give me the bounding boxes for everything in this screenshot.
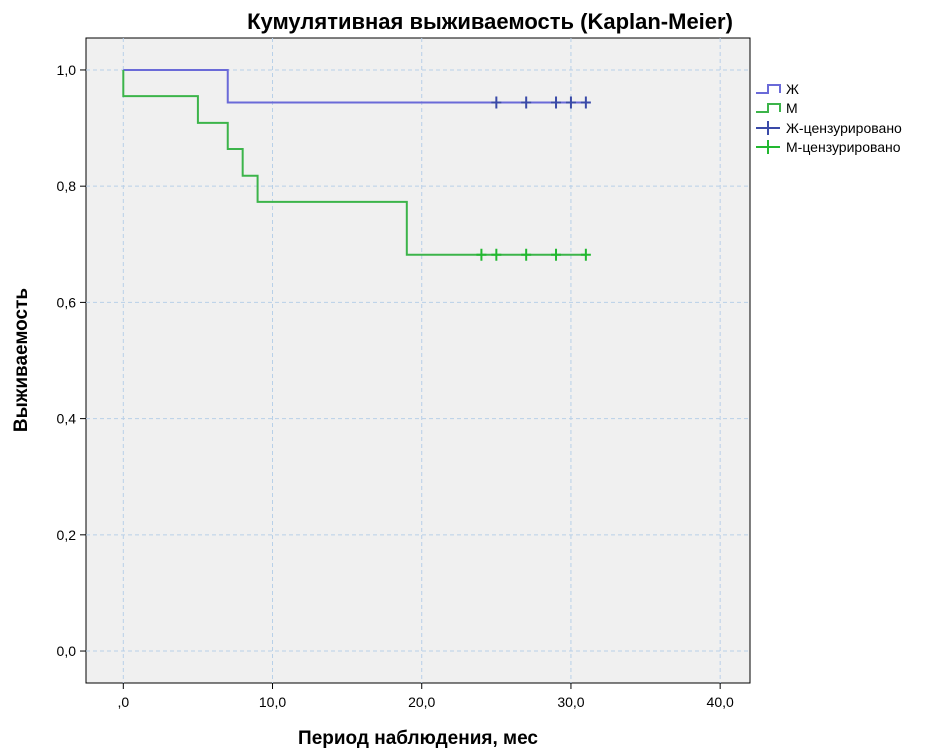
legend-censor-label-male: М-цензурировано bbox=[786, 139, 901, 155]
y-tick-label: 0,0 bbox=[57, 643, 77, 659]
x-tick-label: 40,0 bbox=[707, 694, 734, 710]
survival-curve-female bbox=[123, 68, 586, 104]
survival-curve-male bbox=[122, 69, 586, 256]
x-tick-label: ,0 bbox=[117, 694, 129, 710]
x-tick-label: 30,0 bbox=[557, 694, 584, 710]
x-tick-label: 10,0 bbox=[259, 694, 286, 710]
x-tick-label: 20,0 bbox=[408, 694, 435, 710]
y-tick-label: 0,6 bbox=[57, 294, 77, 310]
axis-ticks: ,0 10,0 20,0 30,0 40,0 0,0 0,2 0,4 0,6 0,8 1,0 bbox=[57, 62, 734, 710]
legend-line-female bbox=[756, 84, 781, 94]
legend-censor-label-female: Ж-цензурировано bbox=[786, 120, 902, 136]
legend-line-male bbox=[756, 103, 781, 113]
legend-label-female: Ж bbox=[786, 81, 799, 97]
x-axis-title: Период наблюдения, мес bbox=[298, 728, 538, 749]
grid bbox=[86, 38, 750, 683]
legend-label-male: М bbox=[786, 100, 798, 116]
y-axis-title: Выживаемость bbox=[11, 288, 32, 432]
series bbox=[122, 68, 591, 261]
y-tick-label: 0,2 bbox=[57, 527, 77, 543]
y-tick-label: 0,4 bbox=[57, 411, 77, 427]
y-tick-label: 0,8 bbox=[57, 178, 77, 194]
chart-title: Кумулятивная выживаемость (Kaplan-Meier) bbox=[247, 9, 733, 34]
legend: ЖМ Ж-цензурировано М-цензурировано bbox=[756, 81, 902, 155]
y-tick-label: 1,0 bbox=[57, 62, 77, 78]
plot-area bbox=[85, 37, 751, 684]
